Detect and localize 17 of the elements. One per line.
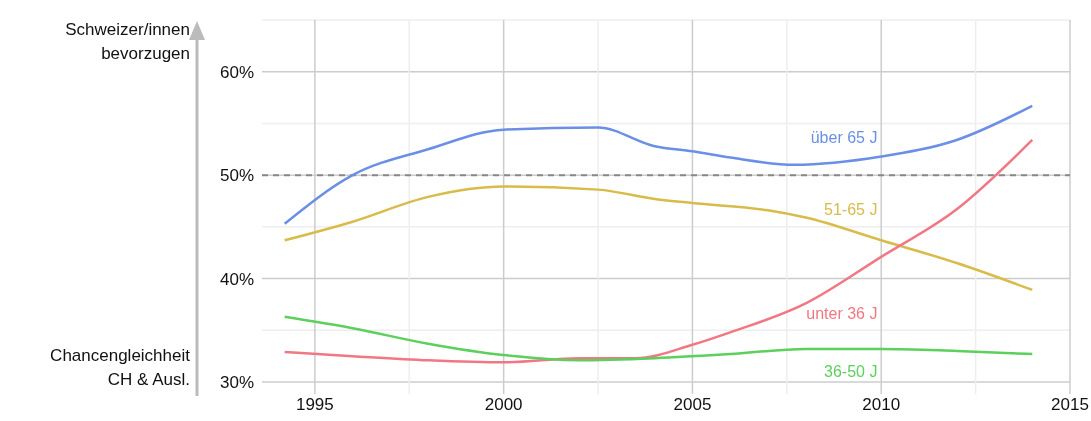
x-tick-label: 1995 bbox=[295, 395, 334, 414]
x-tick-label: 2010 bbox=[862, 395, 901, 414]
x-tick-label: 2000 bbox=[484, 395, 523, 414]
y-tick-label: 40% bbox=[219, 269, 254, 289]
series-label: 51-65 J bbox=[824, 201, 878, 219]
x-tick-label: 2015 bbox=[1051, 395, 1089, 414]
series-label: 36-50 J bbox=[824, 362, 878, 380]
y-tick-label: 30% bbox=[219, 372, 254, 392]
text: Chancengleichheit CH & Ausl. bbox=[50, 346, 191, 389]
series-label: unter 36 J bbox=[806, 305, 878, 323]
y-tick-label: 60% bbox=[219, 62, 254, 82]
y-tick-label: 50% bbox=[219, 166, 254, 186]
line-series bbox=[283, 185, 1034, 292]
x-tick-label: 2005 bbox=[673, 395, 712, 414]
line-series bbox=[283, 104, 1034, 225]
series-label: über 65 J bbox=[810, 128, 878, 146]
y-axis-title: Schweizer/innen bevorzugen bbox=[65, 20, 190, 63]
